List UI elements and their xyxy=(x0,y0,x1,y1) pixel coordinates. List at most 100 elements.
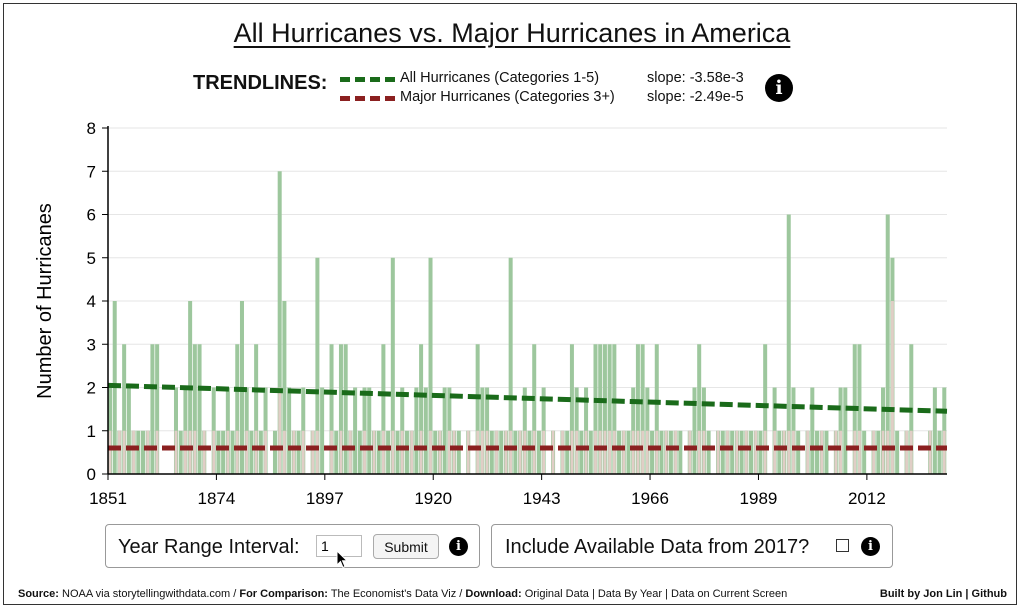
legend-all-line xyxy=(340,77,395,82)
footer-source-value: NOAA via storytellingwithdata.com / xyxy=(62,588,237,600)
x-tick-label: 1966 xyxy=(631,489,669,508)
bar-all xyxy=(536,430,541,474)
bar-all xyxy=(786,214,791,474)
bar-major xyxy=(264,430,267,474)
mouse-cursor-icon xyxy=(336,550,349,569)
y-tick-label: 1 xyxy=(87,422,96,441)
bar-all xyxy=(404,430,409,474)
bar-all xyxy=(216,430,221,474)
bar-major xyxy=(806,430,810,474)
bar-major xyxy=(495,430,498,474)
bar-all xyxy=(758,430,763,474)
bar-all xyxy=(329,344,334,474)
bar-major xyxy=(400,430,404,474)
bar-major xyxy=(363,430,366,474)
y-tick-label: 2 xyxy=(87,379,96,398)
y-tick-label: 5 xyxy=(87,249,96,268)
bar-all xyxy=(150,344,155,474)
bar-all xyxy=(598,344,603,474)
bar-major xyxy=(278,387,282,474)
bar-major xyxy=(348,430,352,474)
footer-download-links[interactable]: Original Data | Data By Year | Data on C… xyxy=(524,588,788,600)
bar-major xyxy=(909,430,913,474)
bar-major xyxy=(532,430,536,474)
bar-all xyxy=(343,344,348,474)
bar-all xyxy=(635,344,640,474)
footer-built-by[interactable]: Built by Jon Lin | Github xyxy=(879,588,1007,600)
submit-button[interactable]: Submit xyxy=(373,534,439,559)
bar-all xyxy=(178,430,183,474)
bar-major xyxy=(155,430,159,474)
bar-major xyxy=(447,430,451,474)
bar-major xyxy=(735,430,739,474)
bar-major xyxy=(174,430,178,474)
bar-all xyxy=(824,430,829,474)
include-data-control xyxy=(491,524,893,568)
bar-all xyxy=(617,430,622,474)
bar-all xyxy=(796,430,801,474)
bar-major xyxy=(754,430,758,474)
legend-info-icon[interactable]: i xyxy=(765,74,793,102)
include-2017-checkbox[interactable] xyxy=(836,539,849,552)
bar-all xyxy=(650,430,655,474)
include-info-icon[interactable]: i xyxy=(861,537,880,556)
bar-all xyxy=(843,387,848,474)
bar-all xyxy=(895,430,900,474)
bar-major xyxy=(122,430,126,474)
bar-all xyxy=(739,430,744,474)
bar-major xyxy=(872,430,875,474)
bar-major xyxy=(598,430,602,474)
bar-all xyxy=(579,430,584,474)
bar-major xyxy=(212,430,216,474)
bar-all xyxy=(272,430,277,474)
bar-major xyxy=(928,430,932,474)
bar-major xyxy=(594,430,597,474)
x-tick-label: 1897 xyxy=(306,489,344,508)
bar-all xyxy=(730,430,735,474)
bar-all xyxy=(588,430,593,474)
bar-major xyxy=(193,430,197,474)
bar-major xyxy=(108,430,112,474)
bar-all xyxy=(678,430,683,474)
x-tick-label: 1851 xyxy=(89,489,127,508)
bar-major xyxy=(561,430,564,474)
bar-major xyxy=(202,430,206,474)
y-tick-label: 0 xyxy=(87,465,96,484)
bar-major xyxy=(292,430,296,474)
bar-all xyxy=(668,430,673,474)
bar-all xyxy=(763,344,768,474)
bar-all xyxy=(357,430,362,474)
page-title: All Hurricanes vs. Major Hurricanes in A… xyxy=(0,18,1024,49)
footer-compare-link[interactable]: The Economist's Data Viz / xyxy=(330,588,463,600)
bar-all xyxy=(612,344,617,474)
footer-compare-key: For Comparison: xyxy=(239,588,328,600)
bar-major xyxy=(466,430,470,474)
bar-major xyxy=(235,430,239,474)
bar-major xyxy=(773,430,777,474)
bar-all xyxy=(414,387,419,474)
bar-all xyxy=(277,171,282,474)
bar-all xyxy=(296,430,301,474)
bar-major xyxy=(132,430,135,474)
bar-all xyxy=(513,430,518,474)
footer-source-key: Source: xyxy=(18,588,59,600)
bar-all xyxy=(697,344,702,474)
bar-major xyxy=(782,430,786,474)
bar-all xyxy=(338,344,343,474)
include-data-label: Include Available Data from 2017? xyxy=(505,536,810,558)
x-tick-label: 1989 xyxy=(740,489,778,508)
bar-all xyxy=(136,430,141,474)
bar-major xyxy=(886,430,890,474)
bar-all xyxy=(565,430,570,474)
bar-all xyxy=(692,387,697,474)
bar-major xyxy=(641,430,645,474)
bar-major xyxy=(438,430,442,474)
bar-all xyxy=(602,344,607,474)
interval-info-icon[interactable]: i xyxy=(449,537,468,556)
bar-major xyxy=(726,430,729,474)
bar-all xyxy=(282,301,287,474)
bar-major xyxy=(476,430,480,474)
bar-major xyxy=(674,430,678,474)
bar-major xyxy=(282,430,286,474)
x-tick-label: 1920 xyxy=(414,489,452,508)
